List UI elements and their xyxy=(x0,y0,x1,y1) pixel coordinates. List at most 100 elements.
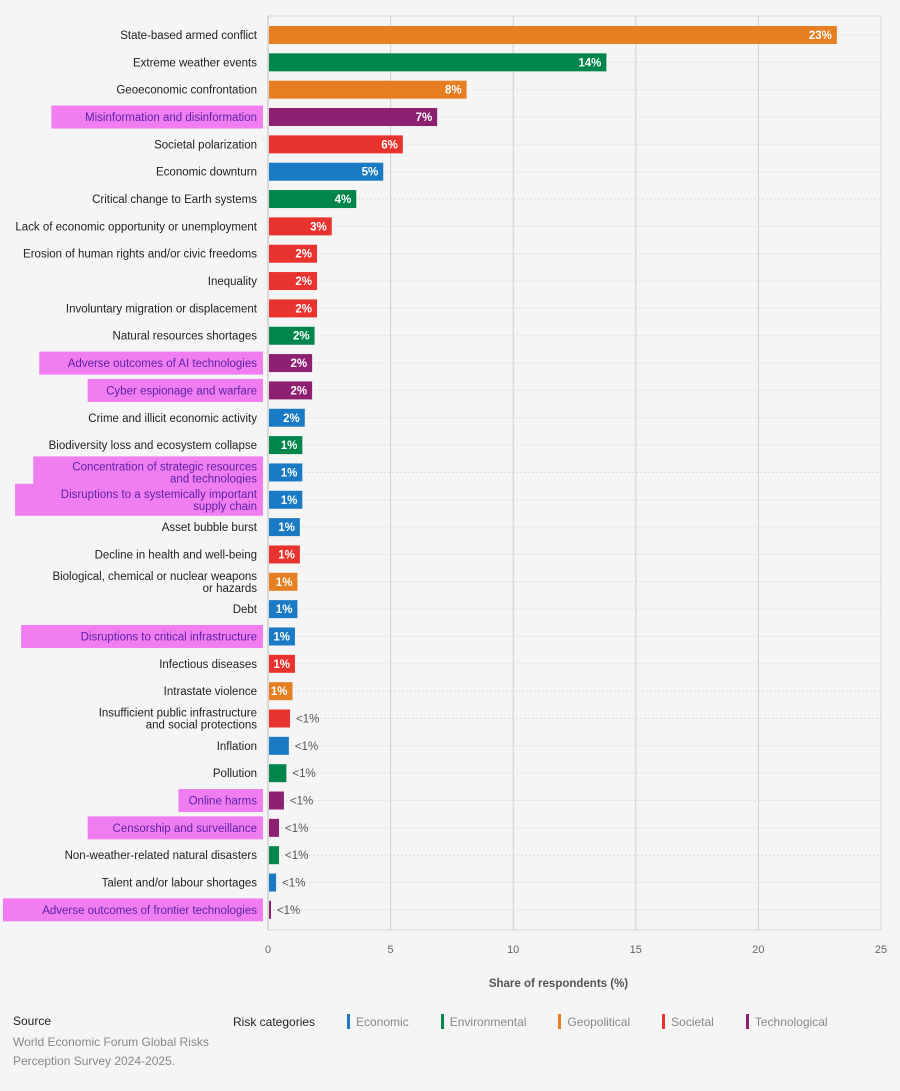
data-label: 1% xyxy=(281,467,298,479)
data-label: 6% xyxy=(381,139,398,151)
data-label: 1% xyxy=(273,659,290,671)
bar xyxy=(269,326,315,345)
category-label: Economic downturn xyxy=(156,167,257,179)
category-label: Decline in health and well-being xyxy=(95,549,257,561)
label-highlight xyxy=(87,816,264,840)
data-label: 3% xyxy=(310,221,327,233)
data-label: <1% xyxy=(295,741,318,753)
label-highlight xyxy=(33,456,264,489)
x-axis-title: Share of respondents (%) xyxy=(489,978,628,990)
bar xyxy=(269,190,357,209)
bar xyxy=(269,682,293,701)
category-label: State-based armed conflict xyxy=(120,30,258,42)
data-label: 1% xyxy=(273,631,290,643)
category-label: Adverse outcomes of AI technologies xyxy=(68,358,257,370)
category-label: Cyber espionage and warfare xyxy=(106,385,257,397)
legend-item: Environmental xyxy=(440,1014,526,1029)
x-tick-label: 20 xyxy=(752,944,764,956)
category-label: Misinformation and disinformation xyxy=(85,112,257,124)
category-label: Inequality xyxy=(208,276,257,288)
data-label: 2% xyxy=(291,385,308,397)
category-label: Asset bubble burst xyxy=(162,522,258,534)
bar xyxy=(269,26,837,44)
bar-chart: 0 5 10 15 20 25 Share of respondents (%) State-… xyxy=(2,15,887,990)
bar xyxy=(269,709,291,728)
category-label: Talent and/or labour shortages xyxy=(102,878,258,890)
bar xyxy=(269,436,303,455)
legend-swatch xyxy=(745,1014,749,1029)
label-highlight xyxy=(21,624,263,648)
legend-label: Technological xyxy=(754,1014,828,1029)
bar xyxy=(269,162,384,181)
category-label: Biodiversity loss and ecosystem collapse xyxy=(49,440,257,452)
bar xyxy=(269,846,280,865)
data-label: 8% xyxy=(445,85,462,97)
data-label: 23% xyxy=(809,30,832,42)
category-label: Pollution xyxy=(213,768,257,780)
x-tick-label: 25 xyxy=(875,944,887,956)
bar xyxy=(269,545,300,564)
bar xyxy=(269,108,438,127)
bar xyxy=(269,518,300,537)
data-label: <1% xyxy=(285,823,308,835)
category-label: Erosion of human rights and/or civic fre… xyxy=(23,249,257,261)
data-label: 1% xyxy=(281,495,298,507)
bar xyxy=(269,791,284,810)
data-label: 2% xyxy=(291,358,308,370)
category-label: Censorship and surveillance xyxy=(113,823,257,835)
bar xyxy=(269,272,318,291)
category-label: Insufficient public infrastructure and so… xyxy=(99,708,258,732)
bar xyxy=(269,764,287,783)
data-label: 1% xyxy=(271,686,288,698)
data-label: <1% xyxy=(292,768,315,780)
bar xyxy=(269,381,313,400)
category-label: Debt xyxy=(233,604,258,616)
label-highlight xyxy=(51,105,263,129)
bar xyxy=(269,80,467,99)
legend-label: Geopolitical xyxy=(567,1014,631,1029)
category-label: Natural resources shortages xyxy=(113,331,258,343)
category-label: Non-weather-related natural disasters xyxy=(65,850,258,862)
bar xyxy=(269,217,332,236)
data-label: <1% xyxy=(277,905,300,917)
category-label: Disruptions to critical infrastructure xyxy=(81,631,257,643)
label-highlight xyxy=(178,789,263,813)
data-label: <1% xyxy=(290,796,313,808)
bar xyxy=(269,627,295,646)
x-tick-label: 15 xyxy=(630,944,642,956)
bar xyxy=(269,600,298,619)
legend-label: Economic xyxy=(356,1014,409,1029)
legend-item: Economic xyxy=(347,1014,409,1029)
category-label: Geoeconomic confrontation xyxy=(116,85,257,97)
category-label: Lack of economic opportunity or unemploy… xyxy=(15,221,257,233)
data-label: 2% xyxy=(295,276,312,288)
bar xyxy=(269,53,607,72)
legend-item: Societal xyxy=(662,1014,714,1029)
x-tick-label: 5 xyxy=(388,944,394,956)
legend-label: Societal xyxy=(671,1014,714,1029)
data-label: 5% xyxy=(362,167,379,179)
data-label: 2% xyxy=(295,249,312,261)
bar xyxy=(269,873,277,892)
category-label: Critical change to Earth systems xyxy=(92,194,257,206)
category-label: Adverse outcomes of frontier technologie… xyxy=(42,905,257,917)
bar xyxy=(269,408,305,427)
category-label: Concentration of strategic resources and … xyxy=(72,461,257,485)
data-label: 7% xyxy=(416,112,433,124)
bar xyxy=(269,135,403,154)
category-label: Inflation xyxy=(217,741,257,753)
category-label: Disruptions to a systemically important s… xyxy=(61,489,258,513)
source-title: Source xyxy=(13,1014,52,1028)
data-label: 2% xyxy=(293,331,310,343)
legend-item: Geopolitical xyxy=(558,1014,630,1029)
data-label: 2% xyxy=(295,303,312,315)
bar xyxy=(269,244,318,263)
data-label: 1% xyxy=(281,440,298,452)
legend-swatch xyxy=(347,1014,351,1029)
data-label: <1% xyxy=(282,878,305,890)
bar xyxy=(269,463,303,482)
x-tick-label: 10 xyxy=(507,944,519,956)
data-label: 1% xyxy=(278,522,295,534)
label-highlight xyxy=(87,378,264,402)
legend: Risk categories Economic Environmental Geo… xyxy=(233,1014,860,1029)
